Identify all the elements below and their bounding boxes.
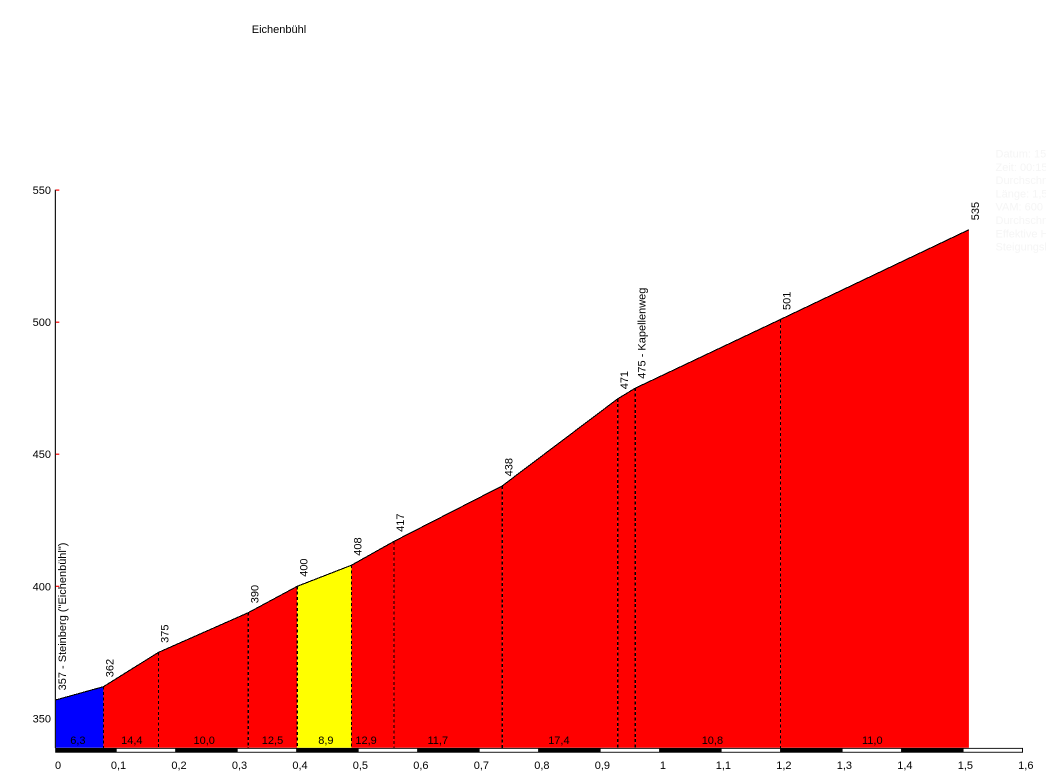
- svg-text:1,3: 1,3: [837, 760, 852, 772]
- svg-text:Steigungslänge: 1,51 km: Steigungslänge: 1,51 km: [996, 242, 1046, 254]
- svg-text:0,5: 0,5: [353, 760, 368, 772]
- svg-text:1,6: 1,6: [1018, 760, 1033, 772]
- svg-text:10,0: 10,0: [193, 735, 214, 747]
- svg-text:14,4: 14,4: [121, 735, 142, 747]
- svg-text:0,1: 0,1: [111, 760, 126, 772]
- svg-text:1,5: 1,5: [958, 760, 973, 772]
- svg-text:357 - Steinberg ("Eichenbühl"): 357 - Steinberg ("Eichenbühl"): [57, 543, 69, 691]
- svg-text:11,0: 11,0: [862, 735, 883, 747]
- svg-text:0,2: 0,2: [171, 760, 186, 772]
- svg-text:417: 417: [395, 514, 407, 532]
- svg-text:Eichenbühl: Eichenbühl: [252, 24, 306, 36]
- svg-text:Durchschnittliche Geschwindigk: Durchschnittliche Geschwindigkeit: 6 km/…: [996, 215, 1046, 227]
- svg-text:12,5: 12,5: [262, 735, 283, 747]
- svg-text:350: 350: [33, 713, 51, 725]
- svg-text:6,3: 6,3: [70, 735, 85, 747]
- svg-text:362: 362: [105, 659, 117, 677]
- svg-text:0,3: 0,3: [232, 760, 247, 772]
- svg-text:Effektive Höhenmeter: 178: Effektive Höhenmeter: 178: [996, 228, 1046, 240]
- svg-text:17,4: 17,4: [548, 735, 569, 747]
- svg-text:0,8: 0,8: [534, 760, 549, 772]
- svg-text:0,6: 0,6: [413, 760, 428, 772]
- svg-text:1,1: 1,1: [716, 760, 731, 772]
- svg-text:Datum: 15.06.2014: Datum: 15.06.2014: [996, 149, 1046, 161]
- svg-text:11,7: 11,7: [428, 735, 449, 747]
- svg-text:550: 550: [33, 185, 51, 197]
- svg-text:10,8: 10,8: [702, 735, 723, 747]
- svg-text:500: 500: [33, 317, 51, 329]
- svg-text:408: 408: [353, 537, 365, 555]
- svg-text:12,9: 12,9: [355, 735, 376, 747]
- svg-text:471: 471: [619, 371, 631, 389]
- svg-text:VAM: 600 m/h: VAM: 600 m/h: [996, 202, 1046, 214]
- svg-text:Durchschnittliche Steigung: 11: Durchschnittliche Steigung: 11,9%: [996, 175, 1046, 187]
- svg-text:390: 390: [249, 585, 261, 603]
- svg-text:Länge: 1,51 km: Länge: 1,51 km: [996, 188, 1046, 200]
- svg-text:1: 1: [660, 760, 666, 772]
- svg-text:450: 450: [33, 449, 51, 461]
- svg-text:Zeit: 00:15:06: Zeit: 00:15:06: [996, 162, 1046, 174]
- svg-text:0,7: 0,7: [474, 760, 489, 772]
- svg-text:400: 400: [298, 558, 310, 576]
- svg-text:1,2: 1,2: [776, 760, 791, 772]
- svg-text:501: 501: [782, 292, 794, 310]
- svg-text:0,9: 0,9: [595, 760, 610, 772]
- svg-text:375: 375: [160, 625, 172, 643]
- svg-text:8,9: 8,9: [318, 735, 333, 747]
- svg-text:535: 535: [970, 202, 982, 220]
- svg-text:1,4: 1,4: [897, 760, 912, 772]
- svg-text:0: 0: [55, 760, 61, 772]
- svg-text:475 - Kapellenweg: 475 - Kapellenweg: [636, 288, 648, 379]
- svg-text:438: 438: [503, 458, 515, 476]
- svg-text:0,4: 0,4: [292, 760, 307, 772]
- svg-text:400: 400: [33, 581, 51, 593]
